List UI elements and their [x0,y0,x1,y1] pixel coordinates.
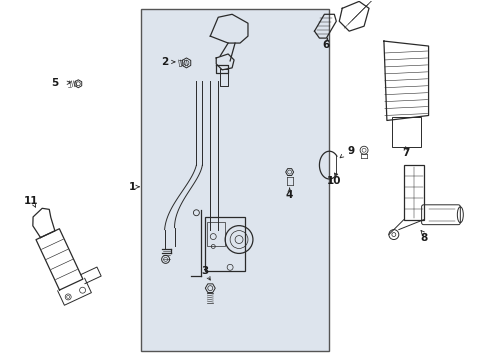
Bar [205,217,245,271]
Bar [392,117,420,147]
Bar [207,222,225,247]
Text: 9: 9 [347,146,354,156]
Text: 6: 6 [323,40,330,50]
Text: 5: 5 [51,78,58,88]
Text: 4: 4 [286,190,294,200]
Text: 1: 1 [129,182,137,192]
Text: 10: 10 [327,176,342,186]
Text: 7: 7 [402,148,410,158]
Text: 11: 11 [24,196,38,206]
Text: 3: 3 [202,266,209,276]
Text: 8: 8 [420,233,427,243]
Bar [404,165,424,220]
Text: 2: 2 [161,57,168,67]
Bar [141,9,329,351]
